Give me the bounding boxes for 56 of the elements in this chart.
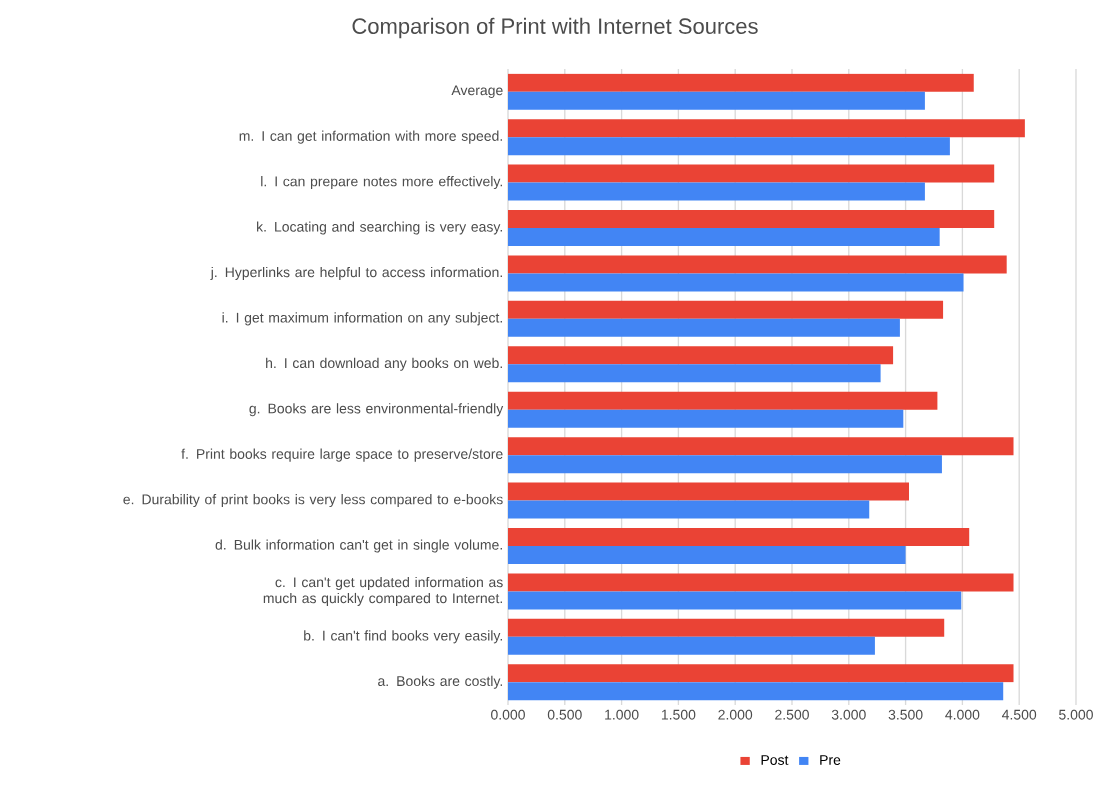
- x-tick-label: 3.500: [888, 709, 923, 720]
- y-tick-label: h. I can download any books on web.: [266, 357, 502, 371]
- y-tick-label: b. I can't find books very easily.: [304, 630, 502, 644]
- y-tick-label: e. Durability of print books is very less compared to e-books: [123, 494, 503, 508]
- y-tick-label: j. Hyperlinks are helpful to access information.: [210, 266, 502, 280]
- y-tick-label: g. Books are less environmental-friendly: [249, 403, 504, 417]
- chart-title: Comparison of Print with Internet Sources: [352, 17, 758, 39]
- bar: [508, 409, 904, 428]
- bar: [508, 527, 970, 546]
- bar: [508, 500, 870, 519]
- x-tick-label: 4.000: [945, 709, 980, 720]
- bar: [508, 437, 1014, 456]
- bar: [508, 346, 894, 365]
- bar: [508, 682, 1004, 701]
- bar: [508, 164, 995, 183]
- bar: [508, 300, 944, 319]
- bar: [508, 318, 900, 337]
- bar: [508, 182, 925, 201]
- y-tick-label: k. Locating and searching is very easy.: [257, 221, 502, 235]
- y-tick-label: Average: [451, 85, 503, 98]
- bar: [508, 545, 906, 564]
- bar: [508, 618, 945, 637]
- x-tick-label: 5.000: [1059, 709, 1093, 720]
- x-tick-label: 4.500: [1001, 709, 1037, 720]
- bar: [508, 391, 938, 410]
- x-tick-label: 0.000: [491, 709, 525, 720]
- x-tick-label: 2.500: [775, 709, 809, 720]
- bar: [508, 119, 1025, 138]
- bar: [508, 455, 942, 474]
- bar: [508, 482, 909, 501]
- y-tick-label: l. I can prepare notes more effectively.: [261, 176, 502, 190]
- x-tick-label: 2.000: [718, 709, 753, 720]
- bar: [508, 210, 995, 228]
- bar: [508, 137, 950, 156]
- bar: [508, 636, 875, 655]
- y-tick-label: d. Bulk information can't get in single volume.: [215, 539, 502, 553]
- legend-label: Post: [761, 755, 789, 765]
- x-tick-label: 1.000: [605, 709, 639, 720]
- y-tick-label: c. I can't get updated information as much as quickly compared to Internet.: [263, 576, 503, 606]
- bar: [508, 255, 1007, 274]
- bar: [508, 364, 881, 383]
- y-tick-label: m. I can get information with more speed.: [239, 130, 502, 144]
- legend-label: Pre: [820, 755, 841, 765]
- bar: [508, 228, 940, 246]
- bar: [508, 573, 1014, 592]
- x-tick-label: 3.000: [831, 709, 866, 720]
- bar: [508, 91, 925, 110]
- bar: [508, 664, 1014, 683]
- bar: [508, 273, 964, 292]
- y-tick-label: f. Print books require large space to preserve/store: [181, 448, 503, 462]
- bar: [508, 591, 962, 610]
- x-tick-label: 0.500: [547, 709, 582, 720]
- y-tick-label: a. Books are costly.: [378, 675, 503, 689]
- x-tick-label: 1.500: [661, 709, 696, 720]
- y-tick-label: i. I get maximum information on any subject.: [222, 312, 502, 326]
- bar: [508, 73, 974, 92]
